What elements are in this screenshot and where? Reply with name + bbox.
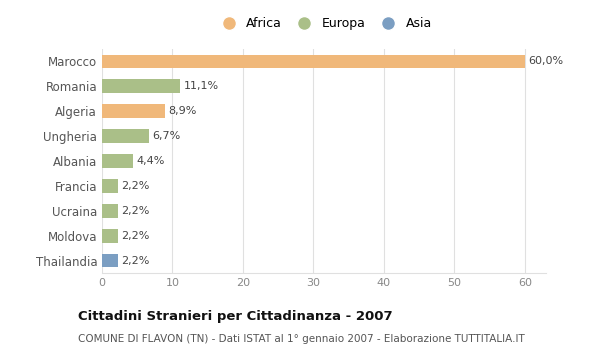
- Bar: [102, 55, 525, 68]
- Bar: [102, 129, 149, 143]
- Bar: [102, 104, 165, 118]
- Bar: [102, 229, 118, 243]
- Bar: [102, 254, 118, 267]
- Bar: [102, 204, 118, 218]
- Text: 2,2%: 2,2%: [121, 181, 149, 191]
- Bar: [102, 179, 118, 193]
- Text: 6,7%: 6,7%: [153, 131, 181, 141]
- Text: 4,4%: 4,4%: [137, 156, 165, 166]
- Text: 2,2%: 2,2%: [121, 206, 149, 216]
- Text: COMUNE DI FLAVON (TN) - Dati ISTAT al 1° gennaio 2007 - Elaborazione TUTTITALIA.: COMUNE DI FLAVON (TN) - Dati ISTAT al 1°…: [78, 334, 525, 344]
- Legend: Africa, Europa, Asia: Africa, Europa, Asia: [214, 15, 434, 33]
- Text: Cittadini Stranieri per Cittadinanza - 2007: Cittadini Stranieri per Cittadinanza - 2…: [78, 310, 392, 323]
- Text: 8,9%: 8,9%: [168, 106, 197, 116]
- Text: 2,2%: 2,2%: [121, 231, 149, 241]
- Text: 60,0%: 60,0%: [529, 56, 563, 66]
- Bar: [102, 154, 133, 168]
- Bar: [102, 79, 180, 93]
- Text: 11,1%: 11,1%: [184, 81, 219, 91]
- Text: 2,2%: 2,2%: [121, 256, 149, 266]
